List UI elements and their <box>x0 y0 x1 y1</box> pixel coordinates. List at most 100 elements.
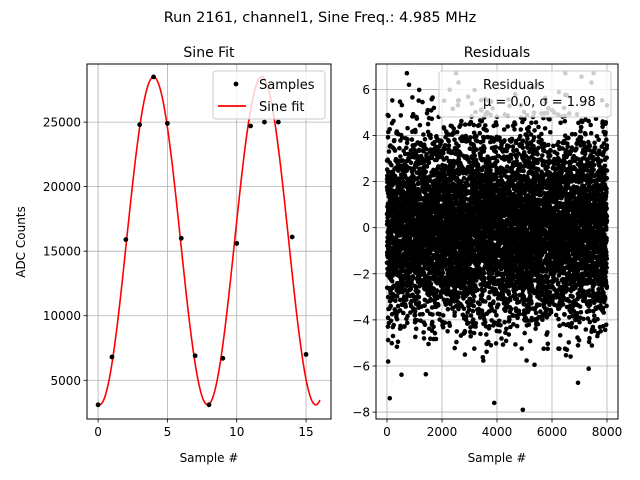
residual-point <box>472 153 478 158</box>
residual-point <box>385 135 391 140</box>
residual-point <box>432 140 437 145</box>
residual-point <box>425 107 431 113</box>
residual-point <box>502 138 507 143</box>
sample-point <box>275 119 281 125</box>
residual-point <box>413 129 418 135</box>
residual-point <box>440 313 446 318</box>
residual-point <box>494 122 499 128</box>
residual-point <box>417 148 422 154</box>
residual-point <box>405 313 410 319</box>
residual-point <box>428 296 433 302</box>
sample-point <box>109 354 115 360</box>
residual-point <box>387 127 393 132</box>
y-tick-label: 25000 <box>43 116 81 130</box>
residual-point <box>397 145 402 151</box>
residual-point <box>416 289 421 294</box>
residual-point <box>477 130 483 136</box>
sine-fit-ylabel: ADC Counts <box>14 206 28 278</box>
residual-point <box>446 138 452 144</box>
sample-point <box>206 402 212 408</box>
residual-point <box>398 154 403 159</box>
residual-point <box>452 310 458 315</box>
residual-point <box>426 160 432 165</box>
sample-point <box>95 402 101 408</box>
residual-point <box>430 95 435 100</box>
residual-point <box>385 337 391 343</box>
residual-point <box>488 343 494 348</box>
residual-point <box>504 326 509 332</box>
residual-point <box>423 169 429 175</box>
residual-point <box>423 372 429 377</box>
residual-point <box>442 320 448 326</box>
residual-point <box>463 133 469 139</box>
residual-point <box>417 166 423 172</box>
residual-point <box>462 352 468 357</box>
residual-point <box>483 299 488 304</box>
residual-point <box>430 319 435 325</box>
residual-point <box>404 70 410 76</box>
residual-point <box>493 149 499 154</box>
residual-point <box>386 113 391 119</box>
residual-point <box>491 299 496 304</box>
residual-point <box>494 174 499 180</box>
residual-point <box>391 322 397 328</box>
residual-point <box>518 127 524 132</box>
residual-point <box>421 132 426 137</box>
residual-point <box>486 295 492 301</box>
residual-point <box>405 125 410 131</box>
residual-point <box>497 318 502 324</box>
x-tick-label: 0 <box>94 425 102 439</box>
residual-point <box>494 312 499 318</box>
residual-point <box>416 300 422 305</box>
residual-point <box>474 147 479 152</box>
residual-point <box>398 113 404 118</box>
residual-point <box>517 133 523 139</box>
residual-point <box>441 150 446 156</box>
residual-point <box>456 156 462 162</box>
residual-point <box>513 292 518 298</box>
residual-point <box>391 118 396 124</box>
residual-point <box>445 306 451 312</box>
residual-point <box>431 286 437 291</box>
residual-point <box>424 164 430 169</box>
residual-point <box>468 135 473 140</box>
residual-point <box>403 287 408 293</box>
residual-point <box>478 331 483 337</box>
sine-fit-data <box>95 74 321 408</box>
residual-point <box>465 320 471 326</box>
residual-point <box>431 105 437 111</box>
residual-point <box>385 359 391 364</box>
legend-samples-marker <box>233 81 239 87</box>
residual-point <box>388 318 394 324</box>
residual-point <box>424 178 430 184</box>
residual-point <box>404 145 409 151</box>
residual-point <box>462 328 468 334</box>
sine-fit-line <box>97 76 321 406</box>
y-tick-label: 10000 <box>43 309 81 323</box>
residual-point <box>430 312 435 317</box>
residual-point <box>390 98 395 103</box>
residual-point <box>388 303 394 309</box>
residual-point <box>392 148 398 153</box>
sine-fit-title: Sine Fit <box>183 45 235 61</box>
residual-point <box>436 303 441 308</box>
residual-point <box>432 330 438 336</box>
residual-point <box>451 126 457 132</box>
sample-point <box>165 120 170 126</box>
residual-point <box>428 135 433 141</box>
residual-point <box>506 332 512 337</box>
residual-point <box>411 174 417 180</box>
residual-point <box>405 137 410 142</box>
residual-point <box>416 294 422 300</box>
residual-point <box>447 323 453 329</box>
residual-point <box>416 87 422 93</box>
residual-point <box>411 179 416 184</box>
y-tick-label: 20000 <box>43 180 81 194</box>
residual-point <box>482 145 487 151</box>
residual-point <box>470 317 476 322</box>
residual-point <box>484 128 490 133</box>
residual-point <box>397 308 403 313</box>
residual-point <box>397 251 402 256</box>
sine-fit-legend: Samples Sine fit <box>212 70 326 120</box>
residual-point <box>396 167 402 172</box>
